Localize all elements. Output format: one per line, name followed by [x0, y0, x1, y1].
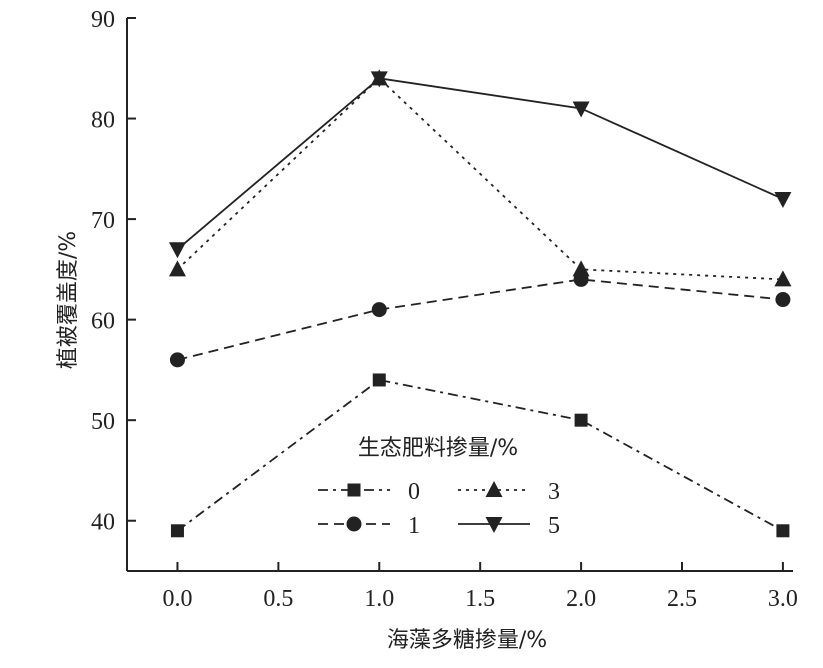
- data-point-0: [574, 413, 588, 427]
- legend-item-1: 1: [318, 513, 420, 539]
- series-1: [169, 271, 791, 368]
- legend-item-3: 3: [458, 479, 560, 505]
- y-tick-label: 40: [91, 510, 115, 536]
- x-tick-label: 1.5: [465, 586, 495, 612]
- data-point-5: [774, 191, 792, 208]
- data-point-1: [371, 302, 387, 318]
- y-axis-title: 植被覆盖度/%: [56, 231, 81, 369]
- legend-label-1: 1: [408, 513, 420, 539]
- data-point-0: [170, 524, 184, 538]
- series-line-1: [177, 278, 783, 361]
- data-point-5: [168, 242, 186, 259]
- series-layer: [168, 69, 792, 538]
- data-point-1: [775, 292, 791, 308]
- x-tick-label: 0.5: [263, 586, 293, 612]
- legend-item-5: 5: [458, 513, 560, 539]
- data-point-1: [169, 352, 185, 368]
- legend-marker-0: [347, 483, 361, 497]
- y-tick-label: 90: [91, 7, 115, 33]
- series-5: [168, 71, 792, 259]
- data-point-5: [370, 71, 388, 88]
- series-line-0: [176, 379, 784, 532]
- y-tick-label: 80: [91, 108, 115, 134]
- y-axis: 40 50 60 70 80 90: [91, 7, 136, 571]
- legend-title: 生态肥料掺量/%: [358, 436, 518, 461]
- x-axis-title: 海藻多糖掺量/%: [387, 628, 547, 653]
- legend-label-0: 0: [408, 479, 420, 505]
- data-point-0: [372, 373, 386, 387]
- y-tick-label: 70: [91, 208, 115, 234]
- legend: 0 1 3 5: [318, 479, 560, 539]
- data-point-0: [776, 524, 790, 538]
- y-tick-label: 50: [91, 409, 115, 435]
- y-tick-label: 60: [91, 309, 115, 335]
- legend-marker-3: [485, 481, 503, 497]
- series-line-3: [176, 77, 783, 281]
- legend-item-0: 0: [318, 479, 420, 505]
- x-axis: 0.0 0.5 1.0 1.5 2.0 2.5 3.0: [127, 562, 798, 612]
- data-point-3: [572, 260, 590, 277]
- series-line-5: [176, 77, 784, 250]
- legend-label-3: 3: [548, 479, 560, 505]
- data-point-3: [168, 260, 186, 277]
- data-point-5: [572, 101, 590, 118]
- legend-marker-1: [346, 516, 362, 532]
- x-tick-label: 2.5: [667, 586, 697, 612]
- x-tick-label: 0.0: [162, 586, 192, 612]
- legend-marker-5: [485, 517, 503, 533]
- legend-label-5: 5: [548, 513, 560, 539]
- data-point-3: [774, 270, 792, 287]
- x-tick-label: 2.0: [566, 586, 596, 612]
- x-tick-label: 3.0: [768, 586, 798, 612]
- x-tick-label: 1.0: [364, 586, 394, 612]
- series-0: [170, 373, 790, 538]
